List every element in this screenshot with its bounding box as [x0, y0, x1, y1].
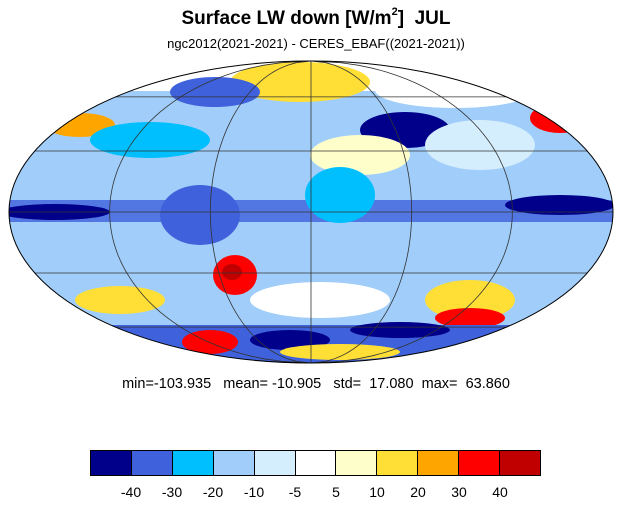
longitude-line: [109, 61, 312, 363]
colorbar-box: [254, 451, 296, 475]
colorbar-box: [213, 451, 255, 475]
plot-subtitle: ngc2012(2021-2021) - CERES_EBAF((2021-20…: [167, 36, 465, 51]
field-patch: [90, 122, 210, 158]
map-outline: [8, 60, 614, 364]
field-patch: [375, 72, 535, 108]
colorbar-label: 5: [332, 484, 340, 500]
field-patch: [425, 120, 535, 170]
colorbar-label: 40: [492, 484, 508, 500]
title-month: JUL: [414, 8, 451, 29]
colorbar-box: [500, 451, 540, 475]
stats-line: min=-103.935 mean= -10.905 std= 17.080 m…: [0, 376, 632, 392]
title-units-exponent: 2: [391, 6, 398, 18]
field-patch: [305, 167, 375, 223]
field-patch: [160, 185, 240, 245]
colorbar-label: -40: [120, 484, 142, 500]
stats-min-value: -103.935: [153, 376, 212, 392]
colorbar-box: [295, 451, 337, 475]
field-patch: [250, 330, 330, 350]
field-patch: [280, 344, 400, 360]
colorbar-box: [418, 451, 460, 475]
longitude-line: [209, 61, 312, 363]
field-patch: [170, 77, 260, 107]
field-patch: [350, 322, 450, 338]
stats-mean-label: mean=: [223, 376, 269, 392]
field-patch: [250, 282, 390, 318]
title-text: Surface LW down [W/m: [181, 8, 392, 29]
colorbar-label: 30: [451, 484, 467, 500]
colorbar-label: 20: [410, 484, 426, 500]
stats-min-label: min=: [122, 376, 154, 392]
colorbar-box: [172, 451, 214, 475]
colorbar-label: -30: [161, 484, 183, 500]
plot-title: Surface LW down [W/m2] JUL: [0, 6, 632, 30]
colorbar-box: [131, 451, 173, 475]
field-patch: [230, 62, 370, 102]
field-patch: [505, 195, 613, 215]
colorbar-box: [459, 451, 501, 475]
colorbar-box: [336, 451, 378, 475]
colorbar-label: 10: [369, 484, 385, 500]
title-close: ]: [397, 8, 405, 29]
field-patch: [530, 103, 590, 133]
stats-mean-value: -10.905: [272, 376, 322, 392]
stats-std-value: 17.080: [369, 376, 414, 392]
stats-max-label: max=: [421, 376, 458, 392]
colorbar-label: -20: [202, 484, 224, 500]
colorbar-box: [377, 451, 419, 475]
longitude-line: [310, 61, 413, 363]
stats-max-value: 63.860: [465, 376, 510, 392]
field-patch: [310, 135, 410, 175]
field-patch: [222, 264, 242, 280]
colorbar-labels: -40 -30 -20 -10 -5 5 10 20 30 40: [0, 484, 632, 504]
stats-std-label: std=: [333, 376, 362, 392]
colorbar-label: -5: [288, 484, 302, 500]
longitude-line: [310, 61, 513, 363]
field-patch: [75, 286, 165, 314]
colorbar-box: [91, 451, 132, 475]
field-patch: [435, 308, 505, 328]
colorbar: [90, 450, 541, 476]
field-patch: [425, 280, 515, 320]
colorbar-label: -10: [243, 484, 265, 500]
